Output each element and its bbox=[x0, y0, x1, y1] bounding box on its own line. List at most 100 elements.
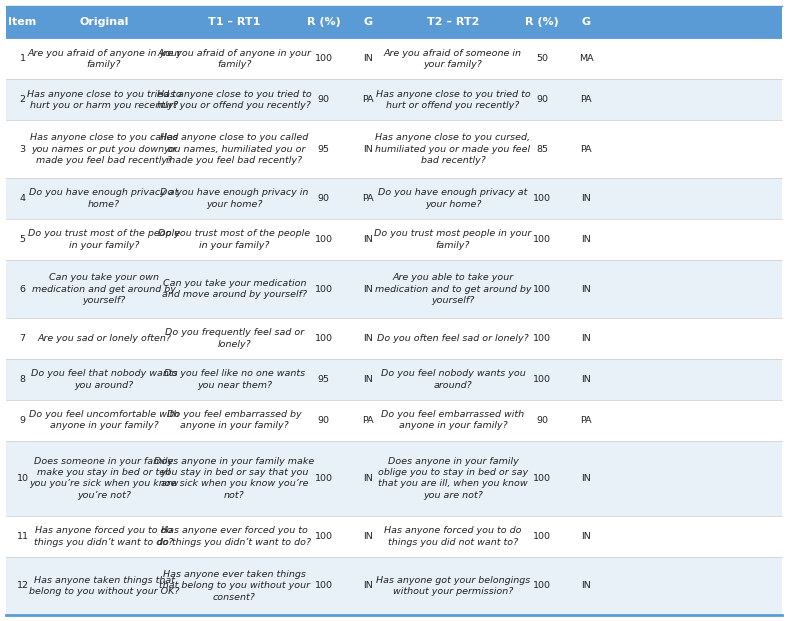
Text: 100: 100 bbox=[533, 474, 551, 483]
Text: G: G bbox=[363, 17, 372, 27]
Text: Are you able to take your
medication and to get around by
yourself?: Are you able to take your medication and… bbox=[374, 273, 531, 305]
Text: Do you feel that nobody wants
you around?: Do you feel that nobody wants you around… bbox=[31, 369, 177, 389]
Bar bbox=[6, 318, 782, 359]
Text: IN: IN bbox=[582, 532, 591, 541]
Text: 90: 90 bbox=[318, 415, 329, 425]
Text: T1 – RT1: T1 – RT1 bbox=[208, 17, 261, 27]
Text: 12: 12 bbox=[17, 581, 28, 591]
Text: Do you have enough privacy at
your home?: Do you have enough privacy at your home? bbox=[378, 189, 528, 209]
Text: Do you have enough privacy in
your home?: Do you have enough privacy in your home? bbox=[160, 189, 308, 209]
Text: Original: Original bbox=[80, 17, 128, 27]
Bar bbox=[6, 359, 782, 400]
Text: 90: 90 bbox=[536, 95, 548, 104]
Text: Has anyone ever taken things
that belong to you without your
consent?: Has anyone ever taken things that belong… bbox=[158, 570, 310, 602]
Text: Does anyone in your family make
you stay in bed or say that you
are sick when yo: Does anyone in your family make you stay… bbox=[154, 456, 314, 500]
Bar bbox=[6, 120, 782, 178]
Text: Has anyone taken things that
belong to you without your OK?: Has anyone taken things that belong to y… bbox=[29, 576, 179, 596]
Text: R (%): R (%) bbox=[307, 17, 340, 27]
Text: Do you feel embarrassed with
anyone in your family?: Do you feel embarrassed with anyone in y… bbox=[381, 410, 525, 430]
Text: Can you take your medication
and move around by yourself?: Can you take your medication and move ar… bbox=[162, 279, 307, 299]
Bar bbox=[6, 6, 782, 39]
Text: 8: 8 bbox=[20, 375, 25, 384]
Text: IN: IN bbox=[362, 55, 373, 63]
Text: PA: PA bbox=[362, 415, 374, 425]
Text: PA: PA bbox=[362, 194, 374, 203]
Text: IN: IN bbox=[362, 145, 373, 154]
Text: Does someone in your family
make you stay in bed or tell
you you’re sick when yo: Does someone in your family make you sta… bbox=[29, 456, 179, 500]
Text: 100: 100 bbox=[314, 532, 333, 541]
Text: 100: 100 bbox=[533, 284, 551, 294]
Text: 100: 100 bbox=[314, 55, 333, 63]
Text: 100: 100 bbox=[533, 581, 551, 591]
Text: T2 – RT2: T2 – RT2 bbox=[427, 17, 479, 27]
Text: 50: 50 bbox=[536, 55, 548, 63]
Text: Item: Item bbox=[9, 17, 37, 27]
Text: Has anyone close to you cursed,
humiliated you or made you feel
bad recently?: Has anyone close to you cursed, humiliat… bbox=[375, 134, 530, 165]
Text: IN: IN bbox=[362, 375, 373, 384]
Text: 100: 100 bbox=[314, 581, 333, 591]
Bar bbox=[6, 516, 782, 557]
Text: IN: IN bbox=[362, 235, 373, 244]
Text: PA: PA bbox=[362, 95, 374, 104]
Text: 4: 4 bbox=[20, 194, 25, 203]
Bar bbox=[6, 178, 782, 219]
Text: 100: 100 bbox=[533, 194, 551, 203]
Text: Are you afraid of anyone in your
family?: Are you afraid of anyone in your family? bbox=[158, 48, 311, 69]
Text: 95: 95 bbox=[318, 145, 329, 154]
Text: 100: 100 bbox=[314, 474, 333, 483]
Bar bbox=[6, 557, 782, 615]
Text: Has anyone close to you tried to
hurt you or offend you recently?: Has anyone close to you tried to hurt yo… bbox=[157, 89, 311, 110]
Text: 100: 100 bbox=[314, 334, 333, 343]
Text: G: G bbox=[582, 17, 591, 27]
Text: Do you feel nobody wants you
around?: Do you feel nobody wants you around? bbox=[381, 369, 526, 389]
Text: 95: 95 bbox=[318, 375, 329, 384]
Text: Has anyone ever forced you to
do things you didn’t want to do?: Has anyone ever forced you to do things … bbox=[158, 526, 311, 546]
Text: 90: 90 bbox=[318, 95, 329, 104]
Text: 100: 100 bbox=[533, 375, 551, 384]
Text: PA: PA bbox=[581, 415, 592, 425]
Text: IN: IN bbox=[582, 284, 591, 294]
Text: 100: 100 bbox=[314, 284, 333, 294]
Text: 6: 6 bbox=[20, 284, 25, 294]
Text: Are you sad or lonely often?: Are you sad or lonely often? bbox=[37, 334, 171, 343]
Text: Do you trust most of the people
in your family?: Do you trust most of the people in your … bbox=[158, 229, 310, 250]
Text: 9: 9 bbox=[20, 415, 25, 425]
Bar bbox=[6, 260, 782, 318]
Text: 100: 100 bbox=[533, 235, 551, 244]
Text: IN: IN bbox=[582, 375, 591, 384]
Bar bbox=[6, 39, 782, 79]
Bar bbox=[6, 400, 782, 441]
Text: Has anyone close to you called
you names or put you down or
made you feel bad re: Has anyone close to you called you names… bbox=[30, 134, 178, 165]
Text: IN: IN bbox=[362, 334, 373, 343]
Text: 10: 10 bbox=[17, 474, 28, 483]
Text: PA: PA bbox=[581, 145, 592, 154]
Text: 7: 7 bbox=[20, 334, 25, 343]
Text: IN: IN bbox=[582, 235, 591, 244]
Text: Do you trust most people in your
family?: Do you trust most people in your family? bbox=[374, 229, 532, 250]
Text: 5: 5 bbox=[20, 235, 25, 244]
Text: Do you often feel sad or lonely?: Do you often feel sad or lonely? bbox=[377, 334, 529, 343]
Text: IN: IN bbox=[362, 284, 373, 294]
Text: 100: 100 bbox=[533, 334, 551, 343]
Text: IN: IN bbox=[582, 334, 591, 343]
Text: Do you feel uncomfortable with
anyone in your family?: Do you feel uncomfortable with anyone in… bbox=[29, 410, 179, 430]
Text: Do you have enough privacy at
home?: Do you have enough privacy at home? bbox=[29, 189, 179, 209]
Text: IN: IN bbox=[582, 194, 591, 203]
Text: Has anyone close to you tried to
hurt or offend you recently?: Has anyone close to you tried to hurt or… bbox=[376, 89, 530, 110]
Text: Do you feel like no one wants
you near them?: Do you feel like no one wants you near t… bbox=[164, 369, 305, 389]
Text: Can you take your own
medication and get around by
yourself?: Can you take your own medication and get… bbox=[32, 273, 176, 305]
Text: Has anyone close to you called
you names, humiliated you or
made you feel bad re: Has anyone close to you called you names… bbox=[160, 134, 308, 165]
Text: 85: 85 bbox=[536, 145, 548, 154]
Text: Are you afraid of someone in
your family?: Are you afraid of someone in your family… bbox=[384, 48, 522, 69]
Text: 100: 100 bbox=[314, 235, 333, 244]
Bar bbox=[6, 79, 782, 120]
Text: IN: IN bbox=[362, 532, 373, 541]
Text: 100: 100 bbox=[533, 532, 551, 541]
Text: 2: 2 bbox=[20, 95, 25, 104]
Text: Do you trust most of the people
in your family?: Do you trust most of the people in your … bbox=[28, 229, 180, 250]
Text: 1: 1 bbox=[20, 55, 25, 63]
Text: Has anyone got your belongings
without your permission?: Has anyone got your belongings without y… bbox=[376, 576, 530, 596]
Text: IN: IN bbox=[362, 474, 373, 483]
Bar bbox=[6, 441, 782, 516]
Text: MA: MA bbox=[579, 55, 593, 63]
